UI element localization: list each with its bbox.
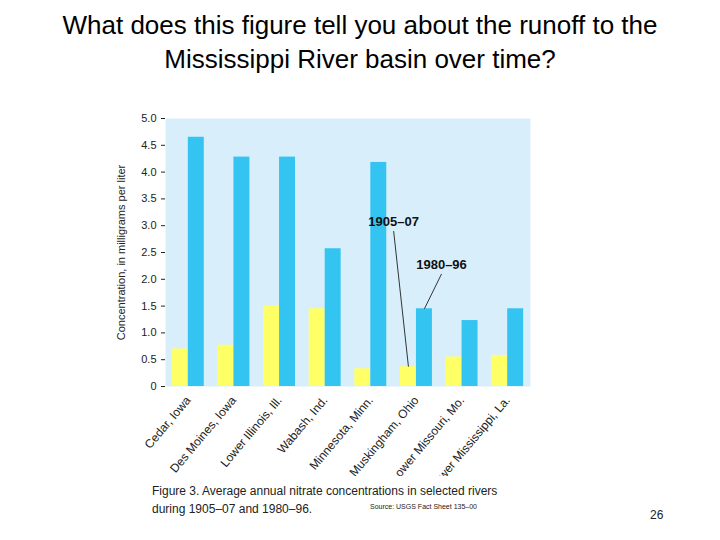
- svg-text:Wabash, Ind.: Wabash, Ind.: [274, 393, 331, 457]
- svg-text:0: 0: [150, 380, 156, 392]
- svg-text:1905–07: 1905–07: [368, 214, 419, 229]
- svg-text:Lower Illinois, Ill.: Lower Illinois, Ill.: [217, 393, 284, 469]
- svg-text:1980–96: 1980–96: [416, 257, 467, 272]
- svg-text:Des Moines, Iowa: Des Moines, Iowa: [167, 393, 240, 476]
- svg-text:Concentration, in milligrams p: Concentration, in milligrams per liter: [115, 164, 127, 340]
- html-text:26: 26: [650, 508, 664, 522]
- svg-text:0.5: 0.5: [141, 353, 156, 365]
- svg-text:Minnesota, Minn.: Minnesota, Minn.: [306, 393, 377, 473]
- svg-text:1.5: 1.5: [141, 300, 156, 312]
- svg-text:5.0: 5.0: [141, 112, 156, 124]
- html-text:What does this figure tell you: What does this figure tell you about the…: [62, 10, 658, 74]
- svg-text:2.0: 2.0: [141, 273, 156, 285]
- svg-text:2.5: 2.5: [141, 246, 156, 258]
- svg-text:1.0: 1.0: [141, 326, 156, 338]
- svg-text:4.0: 4.0: [141, 166, 156, 178]
- svg-text:3.0: 3.0: [141, 219, 156, 231]
- svg-text:Lower Mississippi, La.: Lower Mississippi, La.: [427, 393, 513, 476]
- svg-text:Cedar, Iowa: Cedar, Iowa: [141, 393, 194, 452]
- svg-text:4.5: 4.5: [141, 139, 156, 151]
- html-text:Source: USGS Fact Sheet 135–00: Source: USGS Fact Sheet 135–00: [370, 503, 477, 510]
- svg-text:3.5: 3.5: [141, 192, 156, 204]
- html-text:Figure 3. Average annual nitra: Figure 3. Average annual nitrate concent…: [152, 484, 498, 516]
